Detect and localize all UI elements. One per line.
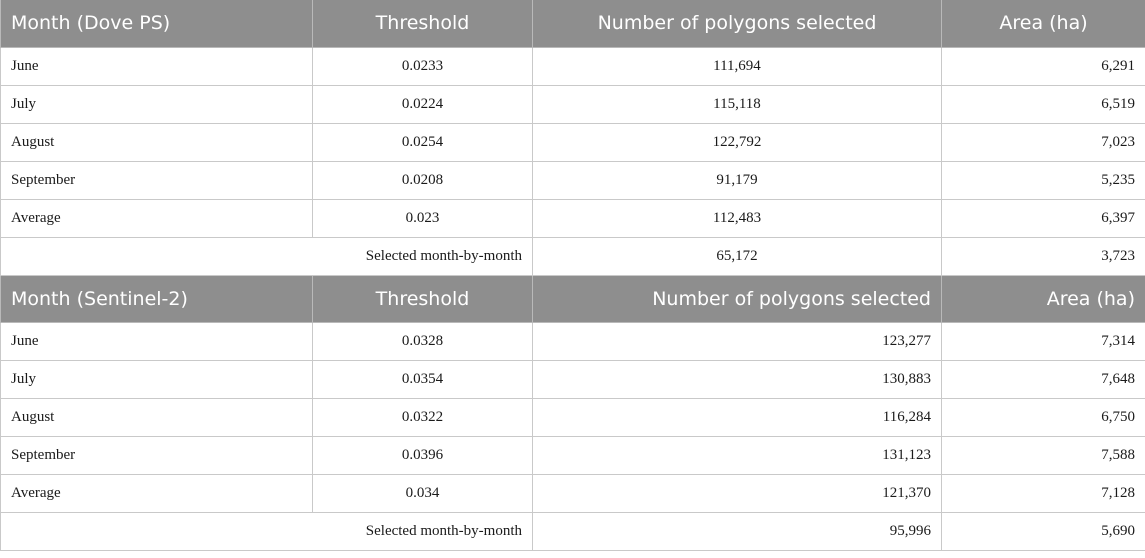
polygons-cell: 115,118 <box>532 84 942 124</box>
area-cell: 7,023 <box>941 122 1145 162</box>
sentinel-header-row: Month (Sentinel-2) Threshold Number of p… <box>0 275 1145 323</box>
month-cell: Average <box>0 473 313 513</box>
summary-polygons: 65,172 <box>532 236 942 276</box>
polygons-cell: 131,123 <box>532 435 942 475</box>
table-row: Average 0.023 112,483 6,397 <box>0 198 1145 238</box>
dove-header-threshold: Threshold <box>312 0 533 48</box>
area-cell: 6,397 <box>941 198 1145 238</box>
summary-row: Selected month-by-month 65,172 3,723 <box>0 236 1145 276</box>
table-row: September 0.0208 91,179 5,235 <box>0 160 1145 200</box>
summary-area: 5,690 <box>941 511 1145 551</box>
summary-label: Selected month-by-month <box>0 511 533 551</box>
threshold-cell: 0.0224 <box>312 84 533 124</box>
summary-polygons: 95,996 <box>532 511 942 551</box>
area-cell: 6,519 <box>941 84 1145 124</box>
area-cell: 7,128 <box>941 473 1145 513</box>
table-row: June 0.0328 123,277 7,314 <box>0 321 1145 361</box>
threshold-cell: 0.0328 <box>312 321 533 361</box>
sentinel-header-month: Month (Sentinel-2) <box>0 275 313 323</box>
sentinel-header-polygons: Number of polygons selected <box>532 275 942 323</box>
area-cell: 5,235 <box>941 160 1145 200</box>
table-row: June 0.0233 111,694 6,291 <box>0 46 1145 86</box>
threshold-cell: 0.0322 <box>312 397 533 437</box>
summary-label: Selected month-by-month <box>0 236 533 276</box>
month-cell: June <box>0 46 313 86</box>
polygons-cell: 116,284 <box>532 397 942 437</box>
area-cell: 6,291 <box>941 46 1145 86</box>
dove-header-polygons: Number of polygons selected <box>532 0 942 48</box>
polygons-cell: 123,277 <box>532 321 942 361</box>
month-cell: August <box>0 397 313 437</box>
threshold-cell: 0.0233 <box>312 46 533 86</box>
area-cell: 7,588 <box>941 435 1145 475</box>
area-cell: 7,648 <box>941 359 1145 399</box>
month-cell: July <box>0 359 313 399</box>
sentinel-header-threshold: Threshold <box>312 275 533 323</box>
dove-header-row: Month (Dove PS) Threshold Number of poly… <box>0 0 1145 48</box>
table-row: July 0.0224 115,118 6,519 <box>0 84 1145 124</box>
threshold-cell: 0.0396 <box>312 435 533 475</box>
polygons-cell: 130,883 <box>532 359 942 399</box>
month-cell: September <box>0 435 313 475</box>
month-cell: September <box>0 160 313 200</box>
table-row: August 0.0254 122,792 7,023 <box>0 122 1145 162</box>
threshold-cell: 0.0254 <box>312 122 533 162</box>
table-row: September 0.0396 131,123 7,588 <box>0 435 1145 475</box>
polygons-cell: 121,370 <box>532 473 942 513</box>
table-row: July 0.0354 130,883 7,648 <box>0 359 1145 399</box>
month-cell: June <box>0 321 313 361</box>
table-row: August 0.0322 116,284 6,750 <box>0 397 1145 437</box>
table-row: Average 0.034 121,370 7,128 <box>0 473 1145 513</box>
polygons-cell: 91,179 <box>532 160 942 200</box>
threshold-cell: 0.0354 <box>312 359 533 399</box>
polygons-cell: 111,694 <box>532 46 942 86</box>
polygons-cell: 112,483 <box>532 198 942 238</box>
threshold-cell: 0.023 <box>312 198 533 238</box>
summary-row: Selected month-by-month 95,996 5,690 <box>0 511 1145 551</box>
area-cell: 7,314 <box>941 321 1145 361</box>
month-cell: July <box>0 84 313 124</box>
dove-header-area: Area (ha) <box>941 0 1145 48</box>
summary-area: 3,723 <box>941 236 1145 276</box>
dove-header-month: Month (Dove PS) <box>0 0 313 48</box>
threshold-cell: 0.0208 <box>312 160 533 200</box>
area-cell: 6,750 <box>941 397 1145 437</box>
month-cell: August <box>0 122 313 162</box>
threshold-cell: 0.034 <box>312 473 533 513</box>
sentinel-header-area: Area (ha) <box>941 275 1145 323</box>
month-cell: Average <box>0 198 313 238</box>
polygons-cell: 122,792 <box>532 122 942 162</box>
